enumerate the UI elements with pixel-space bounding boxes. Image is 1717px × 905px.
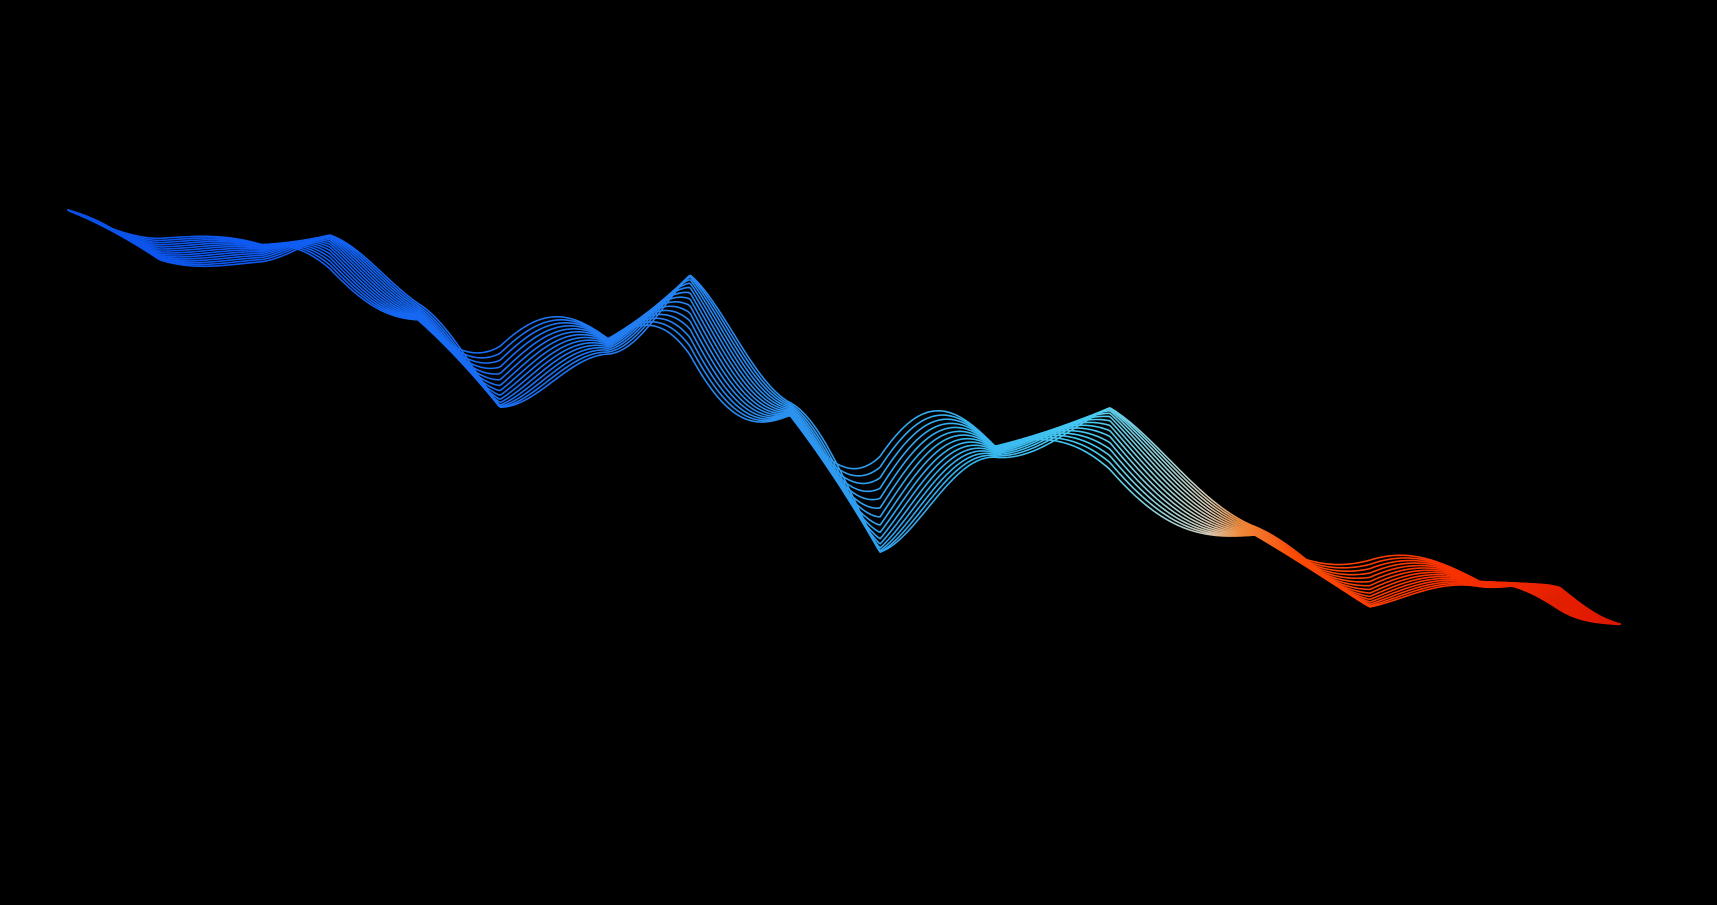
wave-curve-8	[67, 209, 1621, 625]
wave-curve-14	[67, 209, 1621, 626]
wave-curve-13	[67, 209, 1621, 626]
wave-curve-10	[67, 209, 1621, 626]
wave-curve-group	[67, 209, 1621, 626]
wave-curve-11	[67, 209, 1621, 626]
wave-curve-7	[67, 209, 1621, 625]
wave-curve-9	[67, 209, 1621, 626]
wave-curve-12	[67, 209, 1621, 626]
